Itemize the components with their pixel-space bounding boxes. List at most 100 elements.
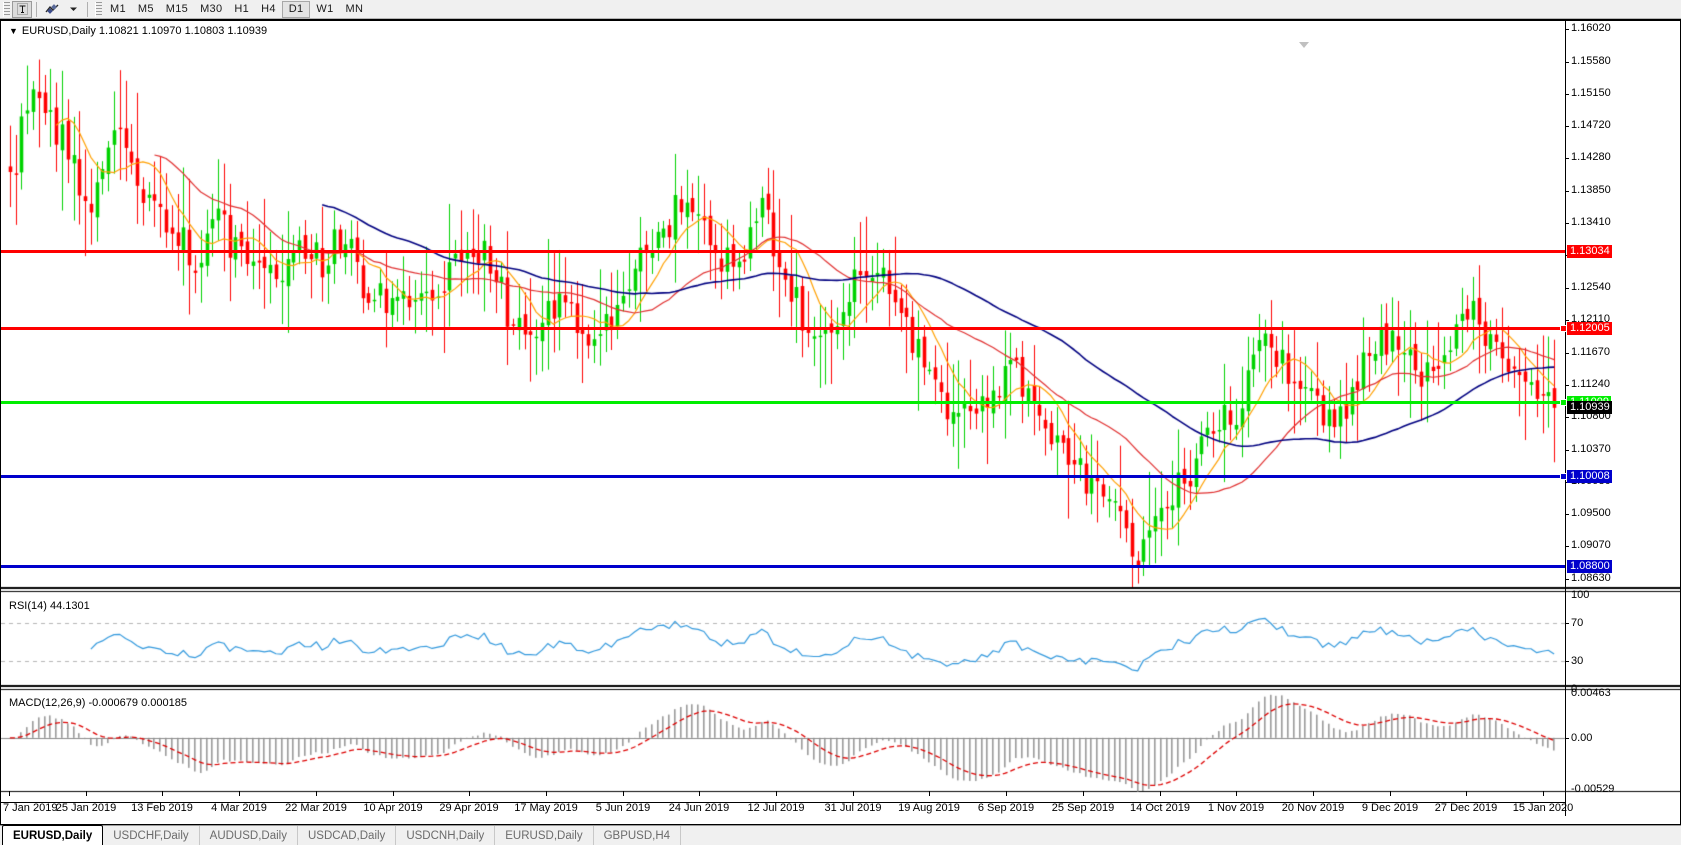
price-axis-label: 1.12540 xyxy=(1571,281,1611,293)
date-axis-tick xyxy=(1313,791,1314,796)
price-level-line-current-bid[interactable] xyxy=(1,399,1567,406)
date-axis-label: 4 Mar 2019 xyxy=(211,802,267,814)
price-axis-divider xyxy=(1565,21,1566,816)
price-level-line-resistance-2[interactable] xyxy=(1,325,1567,332)
chart-tab-bar: EURUSD,Daily USDCHF,Daily AUDUSD,Daily USDC… xyxy=(0,825,1681,845)
date-axis-tick xyxy=(9,791,10,796)
price-level-anchor[interactable] xyxy=(1560,473,1567,480)
date-axis-label: 31 Jul 2019 xyxy=(824,802,882,814)
date-axis-tick xyxy=(1160,791,1161,796)
chart-tab-1[interactable]: USDCHF,Daily xyxy=(103,826,200,845)
chart-canvas[interactable] xyxy=(1,21,1680,825)
symbol-ohlc-text: EURUSD,Daily 1.10821 1.10970 1.10803 1.1… xyxy=(21,25,268,37)
timeframe-button-w1[interactable]: W1 xyxy=(316,3,334,15)
price-level-tag-support-1[interactable]: 1.10008 xyxy=(1567,470,1612,483)
date-axis-tick xyxy=(393,791,394,796)
price-axis-label: 1.09070 xyxy=(1571,539,1611,551)
date-axis-label: 12 Jul 2019 xyxy=(747,802,805,814)
date-axis-tick xyxy=(1390,791,1391,796)
price-axis-label: 1.08630 xyxy=(1571,572,1611,584)
timeframe-button-m15[interactable]: M15 xyxy=(165,3,189,15)
macd-axis-label: -0.00529 xyxy=(1571,783,1615,795)
date-axis-label: 25 Jan 2019 xyxy=(55,802,117,814)
timeframe-button-mn[interactable]: MN xyxy=(345,3,364,15)
date-axis-tick xyxy=(699,791,700,796)
timeframe-button-h1[interactable]: H1 xyxy=(234,3,250,15)
date-axis-label: 22 Mar 2019 xyxy=(285,802,347,814)
rsi-axis-tick xyxy=(1565,623,1569,624)
macd-axis-tick xyxy=(1565,738,1569,739)
timeframe-toolbar-grip[interactable] xyxy=(95,1,102,17)
chart-tab-6[interactable]: GBPUSD,H4 xyxy=(594,826,682,845)
date-axis-tick xyxy=(86,791,87,796)
timeframe-button-m1[interactable]: M1 xyxy=(110,3,126,15)
date-axis-label: 25 Sep 2019 xyxy=(1051,802,1115,814)
chart-tab-2[interactable]: AUDUSD,Daily xyxy=(200,826,298,845)
date-axis-label: 13 Feb 2019 xyxy=(131,802,193,814)
chart-area[interactable]: ▼ EURUSD,Daily 1.10821 1.10970 1.10803 1.… xyxy=(0,19,1681,825)
date-axis-label: 9 Dec 2019 xyxy=(1361,802,1419,814)
price-axis-tick xyxy=(1565,385,1569,386)
collapse-caret-icon[interactable]: ▼ xyxy=(9,26,18,36)
price-axis-tick xyxy=(1565,514,1569,515)
price-axis-tick xyxy=(1565,158,1569,159)
toolbar-grip[interactable] xyxy=(3,1,10,17)
date-axis-tick xyxy=(929,791,930,796)
chevron-down-icon xyxy=(69,7,77,11)
date-axis-label: 29 Apr 2019 xyxy=(439,802,499,814)
chart-tab-0[interactable]: EURUSD,Daily xyxy=(2,825,104,845)
timeframe-group: M1 M5 M15 M30 H1 H4 D1 W1 MN xyxy=(104,0,369,18)
macd-axis-label: 0.00 xyxy=(1571,732,1593,744)
price-axis-label: 1.11670 xyxy=(1571,346,1610,358)
date-axis[interactable]: 7 Jan 2019 25 Jan 2019 13 Feb 2019 4 Mar 20… xyxy=(1,791,1573,815)
price-level-line-support-1[interactable] xyxy=(1,473,1567,480)
date-axis-label: 5 Jun 2019 xyxy=(595,802,651,814)
rsi-header-label: RSI(14) 44.1301 xyxy=(9,600,90,612)
date-axis-label: 19 Aug 2019 xyxy=(898,802,960,814)
timeframe-button-m30[interactable]: M30 xyxy=(200,3,223,15)
price-axis-label: 1.11240 xyxy=(1571,378,1610,390)
scroll-position-marker[interactable] xyxy=(1299,42,1309,48)
toolbar-separator-1 xyxy=(36,1,37,17)
indicators-button[interactable] xyxy=(41,1,63,18)
date-axis-tick xyxy=(1006,791,1007,796)
price-axis-tick xyxy=(1565,450,1569,451)
chart-tab-4[interactable]: USDCNH,Daily xyxy=(396,826,496,845)
timeframe-button-d1[interactable]: D1 xyxy=(281,0,311,18)
price-level-line-resistance-1[interactable] xyxy=(1,250,1565,253)
timeframe-button-m5[interactable]: M5 xyxy=(137,3,154,15)
price-level-anchor[interactable] xyxy=(1560,399,1567,406)
price-axis-tick xyxy=(1565,353,1569,354)
price-axis-tick xyxy=(1565,223,1569,224)
indicator-icon xyxy=(45,3,59,14)
price-axis-tick xyxy=(1565,579,1569,580)
rsi-axis-label: 0 xyxy=(1571,683,1578,695)
price-axis-label: 1.14720 xyxy=(1571,119,1611,131)
symbol-ohlc-header: ▼ EURUSD,Daily 1.10821 1.10970 1.10803 1.… xyxy=(9,25,267,37)
price-level-tag-support-2[interactable]: 1.08800 xyxy=(1567,560,1612,573)
macd-header-label: MACD(12,26,9) -0.000679 0.000185 xyxy=(9,697,187,709)
chart-tab-3[interactable]: USDCAD,Daily xyxy=(298,826,397,845)
rsi-axis-label: 100 xyxy=(1571,589,1590,601)
price-axis-tick xyxy=(1565,320,1569,321)
date-axis-tick xyxy=(623,791,624,796)
price-level-anchor[interactable] xyxy=(1560,325,1567,332)
price-level-line-support-2[interactable] xyxy=(1,565,1565,568)
crosshair-tool-button[interactable] xyxy=(12,0,32,18)
indicators-dropdown-arrow[interactable] xyxy=(63,1,83,18)
price-axis-tick xyxy=(1565,417,1569,418)
chart-tab-5[interactable]: EURUSD,Daily xyxy=(495,826,594,845)
price-axis-label: 1.14280 xyxy=(1571,151,1611,163)
price-level-tag-resistance-2[interactable]: 1.12005 xyxy=(1567,322,1612,335)
timeframe-button-h4[interactable]: H4 xyxy=(261,3,276,15)
price-axis-label: 1.16020 xyxy=(1571,22,1611,34)
date-axis-tick xyxy=(1543,791,1544,796)
date-axis-tick xyxy=(316,791,317,796)
price-level-tag-resistance-1[interactable]: 1.13034 xyxy=(1567,245,1612,258)
price-axis-label: 1.13850 xyxy=(1571,184,1611,196)
date-axis-tick xyxy=(239,791,240,796)
date-axis-label: 20 Nov 2019 xyxy=(1281,802,1345,814)
last-price-tag: 1.10939 xyxy=(1567,401,1612,414)
price-axis-label: 1.13410 xyxy=(1571,216,1611,228)
